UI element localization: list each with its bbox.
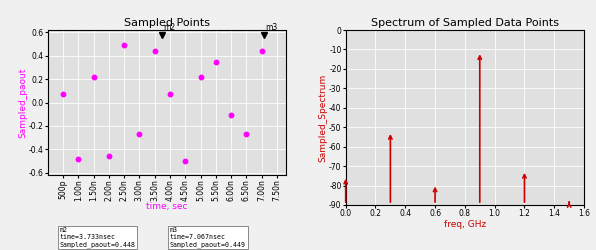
Point (257, 49, 266, 53)
Point (119, 43, 129, 47)
Point (241, 132, 251, 136)
Text: m2: m2 (163, 23, 175, 32)
Text: m3: m3 (265, 23, 278, 32)
Point (181, 159, 190, 163)
Point (195, 75, 205, 79)
X-axis label: freq, GHz: freq, GHz (444, 220, 486, 228)
Title: Spectrum of Sampled Data Points: Spectrum of Sampled Data Points (371, 18, 559, 28)
Point (58, 92, 68, 96)
Text: m2
time=3.733nsec
Sampled_paout=0.448: m2 time=3.733nsec Sampled_paout=0.448 (60, 227, 136, 248)
Point (89, 75, 98, 79)
Title: Sampled Points: Sampled Points (124, 18, 210, 28)
Y-axis label: Sampled_Spectrum: Sampled_Spectrum (319, 74, 328, 162)
Point (165, 92, 175, 96)
Text: m3
time=7.067nsec
Sampled_paout=0.449: m3 time=7.067nsec Sampled_paout=0.449 (170, 227, 246, 248)
X-axis label: time, sec: time, sec (146, 202, 188, 211)
Point (135, 132, 144, 136)
Point (226, 113, 236, 117)
Point (211, 60, 221, 64)
Point (73, 157, 83, 161)
Point (104, 154, 114, 158)
Y-axis label: Sampled_paout: Sampled_paout (18, 67, 27, 138)
Point (150, 49, 159, 53)
